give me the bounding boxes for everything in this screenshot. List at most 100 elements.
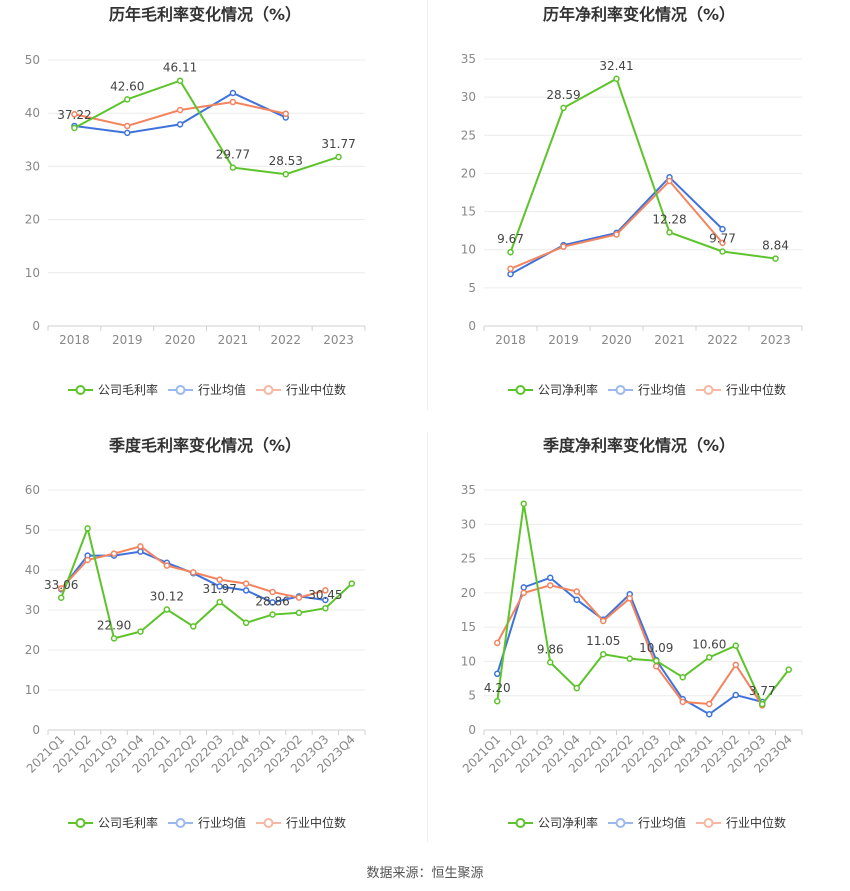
chart-annual-net-margin: 历年净利率变化情况（%） 0 5 10 15 20 25 30 35 2018 2019 2020 2…	[461, 5, 803, 397]
data-label: 29.77	[216, 148, 250, 162]
x-tick-label: 2020	[601, 333, 632, 347]
legend-item-industry-avg[interactable]: 行业均值	[168, 815, 246, 830]
data-label: 22.90	[97, 618, 131, 632]
data-point-industry_median	[626, 595, 633, 602]
y-tick-label: 10	[461, 654, 476, 668]
data-point-industry_median	[573, 588, 580, 595]
x-tick-label: 2019	[112, 333, 143, 347]
y-tick-label: 0	[32, 723, 40, 737]
chart-title: 历年毛利率变化情况（%）	[109, 5, 301, 24]
chart-quarterly-net-margin: 季度净利率变化情况（%） 051015202530352021Q12021Q22…	[460, 436, 803, 830]
y-tick-label: 20	[461, 166, 476, 180]
legend-item-industry-median[interactable]: 行业中位数	[256, 815, 346, 830]
y-tick-label: 30	[461, 90, 476, 104]
legend-item-company[interactable]: 公司毛利率	[68, 382, 158, 397]
legend-label: 行业中位数	[726, 382, 786, 397]
data-label: 28.86	[255, 595, 289, 609]
legend-item-industry-median[interactable]: 行业中位数	[256, 382, 346, 397]
legend[interactable]: 公司毛利率 行业均值 行业中位数	[68, 815, 346, 830]
data-point-company	[666, 229, 673, 236]
chart-title: 季度毛利率变化情况（%）	[108, 436, 301, 455]
data-point-industry_avg	[573, 596, 580, 603]
data-label: 10.09	[639, 641, 673, 655]
y-tick-label: 40	[25, 106, 40, 120]
data-point-industry_median	[666, 177, 673, 185]
data-point-company	[216, 598, 223, 606]
legend-item-industry-avg[interactable]: 行业均值	[608, 382, 686, 397]
y-tick-label: 30	[25, 603, 40, 617]
x-tick-label: 2021	[218, 333, 249, 347]
data-point-industry_avg	[269, 599, 276, 606]
data-point-industry_avg	[229, 89, 237, 97]
y-tick-label: 20	[25, 213, 40, 227]
legend-label: 行业均值	[638, 815, 686, 830]
y-tick-label: 15	[461, 620, 476, 634]
y-tick-label: 50	[25, 53, 40, 67]
data-point-industry_median	[216, 576, 223, 583]
data-label: 28.53	[269, 154, 303, 168]
data-point-company	[335, 153, 342, 161]
data-point-company	[759, 700, 766, 708]
y-tick-label: 0	[468, 723, 476, 737]
legend-label: 行业均值	[198, 382, 246, 397]
data-point-industry_median	[653, 662, 660, 670]
legend-item-company[interactable]: 公司毛利率	[68, 815, 158, 830]
data-point-industry_median	[71, 111, 78, 118]
data-label: 9.77	[709, 231, 736, 245]
y-tick-label: 15	[461, 205, 476, 219]
data-point-industry_avg	[242, 587, 250, 594]
data-point-company	[626, 655, 633, 662]
legend-label: 行业均值	[198, 815, 246, 830]
data-point-company	[229, 164, 237, 171]
data-point-company	[653, 657, 660, 665]
legend-item-industry-median[interactable]: 行业中位数	[696, 815, 786, 830]
legend-item-industry-median[interactable]: 行业中位数	[696, 382, 786, 397]
data-point-industry_median	[706, 700, 713, 708]
legend-label: 公司毛利率	[98, 815, 158, 830]
data-point-company	[494, 697, 501, 705]
y-tick-label: 30	[461, 517, 476, 531]
y-tick-label: 25	[461, 552, 476, 566]
data-point-company	[573, 684, 580, 692]
series-line-industry_median	[510, 179, 724, 270]
legend-label: 公司净利率	[538, 382, 598, 397]
chart-title: 历年净利率变化情况（%）	[543, 5, 735, 24]
legend-item-company[interactable]: 公司净利率	[508, 815, 598, 830]
data-label: 46.11	[163, 61, 197, 75]
y-tick-label: 50	[25, 523, 40, 537]
plot-area: 0 5 10 15 20 25 30 35 2018 2019 2020 2021 2022 2023 9.…	[461, 52, 803, 347]
data-label: 10.60	[692, 637, 726, 651]
chart-title: 季度净利率变化情况（%）	[542, 436, 735, 455]
data-point-company	[348, 580, 356, 587]
data-point-company	[772, 255, 779, 262]
data-point-industry_median	[229, 98, 237, 106]
series-line-company	[73, 79, 339, 176]
chart-quarterly-gross-margin: 季度毛利率变化情况（%） 01020304050602021Q12021Q220…	[24, 436, 366, 830]
data-point-industry_median	[613, 231, 620, 238]
data-label: 37.22	[57, 108, 91, 122]
legend[interactable]: 公司净利率 行业均值 行业中位数	[508, 382, 786, 397]
x-tick-label: 2023	[760, 333, 791, 347]
data-point-industry_median	[295, 594, 303, 601]
data-point-company	[71, 124, 78, 132]
y-tick-label: 5	[468, 281, 476, 295]
data-point-company	[600, 650, 607, 658]
data-point-industry_median	[137, 543, 144, 550]
legend-item-company[interactable]: 公司净利率	[508, 382, 598, 397]
data-point-company	[613, 75, 620, 83]
plot-area: 01020304050602021Q12021Q22021Q32021Q4202…	[24, 483, 366, 776]
legend-item-industry-avg[interactable]: 行业均值	[168, 382, 246, 397]
legend[interactable]: 公司毛利率 行业均值 行业中位数	[68, 382, 346, 397]
legend[interactable]: 公司净利率 行业均值 行业中位数	[508, 815, 786, 830]
x-tick-label: 2018	[495, 333, 526, 347]
plot-area: 0 10 20 30 40 50 2018 2019 2020 2021 2022 2023 37.22…	[25, 53, 366, 347]
data-label: 11.05	[586, 634, 620, 648]
data-point-industry_avg	[322, 596, 329, 604]
legend-item-industry-avg[interactable]: 行业均值	[608, 815, 686, 830]
y-tick-label: 35	[461, 52, 476, 66]
data-point-company	[84, 525, 91, 532]
data-label: 32.41	[599, 59, 633, 73]
y-tick-label: 35	[461, 483, 476, 497]
data-point-industry_median	[322, 587, 329, 594]
data-label: 8.84	[762, 239, 789, 253]
